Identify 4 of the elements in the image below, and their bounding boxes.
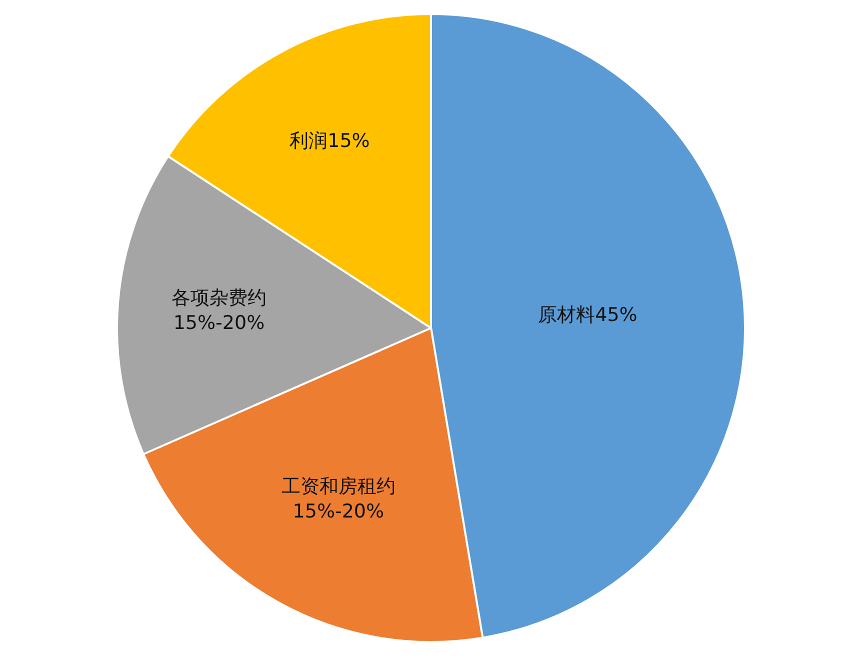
slice-label: 原材料45% (538, 304, 638, 326)
slice-label: 各项杂费约 15%-20% (171, 287, 266, 334)
slice-label: 工资和房租约 15%-20% (281, 476, 396, 522)
slice-label: 利润15% (290, 130, 370, 152)
